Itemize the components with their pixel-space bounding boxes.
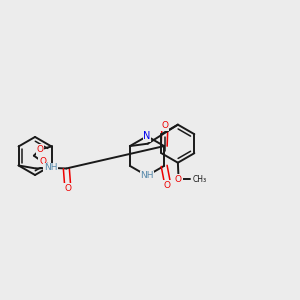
Text: O: O	[37, 145, 44, 154]
Text: N: N	[143, 131, 151, 141]
Text: O: O	[64, 184, 71, 193]
Text: O: O	[39, 158, 46, 166]
Text: NH: NH	[44, 164, 58, 172]
Text: O: O	[175, 175, 182, 184]
Text: CH₃: CH₃	[193, 175, 207, 184]
Text: O: O	[161, 121, 168, 130]
Text: NH: NH	[140, 171, 154, 180]
Text: O: O	[164, 181, 171, 190]
